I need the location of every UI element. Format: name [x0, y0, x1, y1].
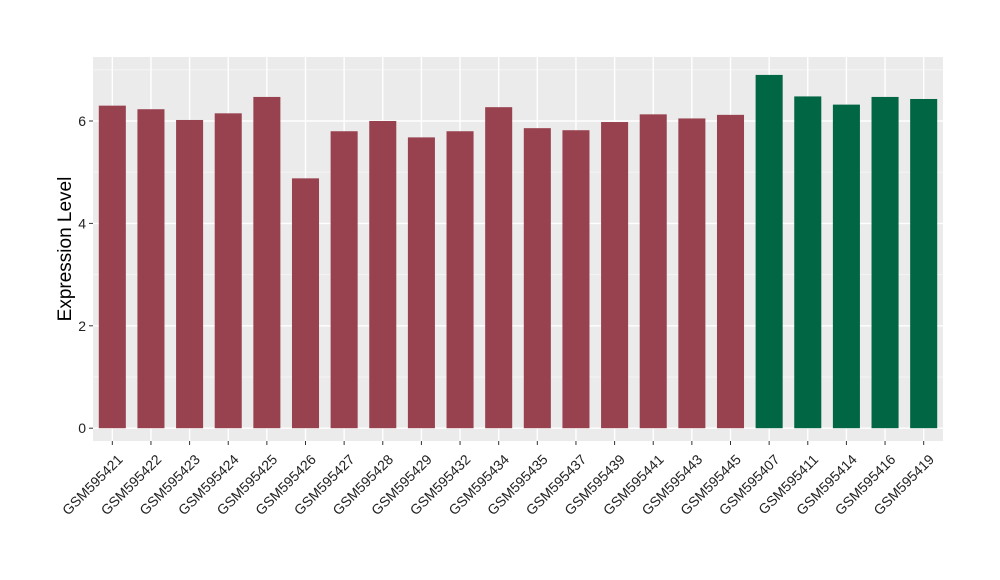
y-tick-label: 6: [78, 113, 86, 129]
bar-GSM595419: [910, 98, 938, 429]
y-axis: 0 2 4 6: [78, 113, 93, 436]
bars: [98, 74, 938, 429]
y-tick-label: 4: [78, 215, 86, 231]
bar-GSM595427: [330, 131, 358, 429]
y-tick-label: 2: [78, 318, 86, 334]
y-tick-label: 0: [78, 420, 86, 436]
bar-GSM595445: [716, 114, 745, 429]
bar-GSM595426: [291, 178, 320, 429]
bar-GSM595407: [755, 74, 783, 429]
bar-GSM595432: [446, 131, 474, 429]
bar-GSM595429: [407, 137, 435, 429]
bar-GSM595443: [678, 118, 706, 429]
bar-GSM595411: [794, 96, 822, 429]
bar-GSM595421: [98, 105, 126, 429]
y-axis-label: Expression Level: [55, 177, 76, 322]
bar-GSM595428: [369, 121, 397, 429]
bar-GSM595441: [639, 114, 667, 429]
bar-GSM595439: [601, 122, 629, 429]
bar-GSM595422: [137, 109, 165, 429]
x-axis: GSM595421GSM595422GSM595423GSM595424GSM5…: [59, 441, 937, 518]
bar-GSM595425: [253, 96, 281, 429]
bar-GSM595437: [562, 130, 590, 429]
bar-GSM595434: [485, 107, 513, 429]
bar-GSM595424: [214, 113, 242, 429]
bar-GSM595416: [871, 96, 899, 429]
bar-GSM595414: [832, 104, 860, 429]
bar-GSM595423: [176, 119, 204, 429]
bar-GSM595435: [523, 128, 551, 429]
